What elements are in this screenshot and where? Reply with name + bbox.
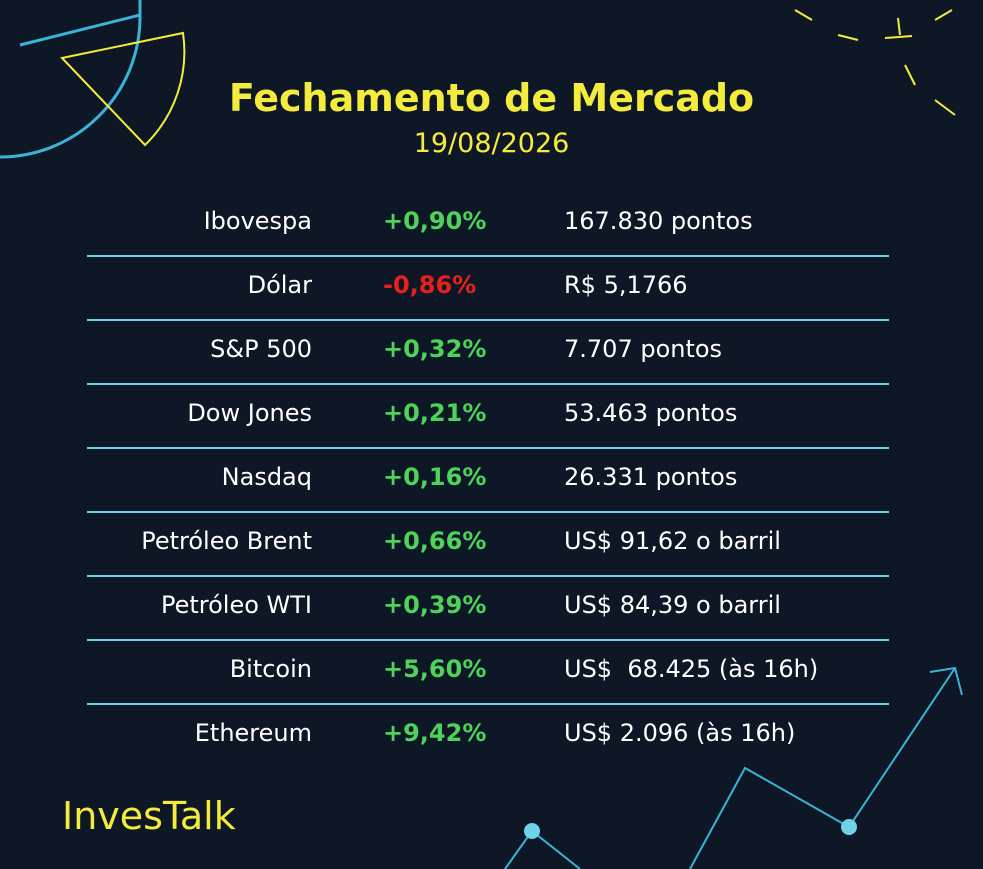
change: +0,90% <box>383 207 487 235</box>
table-row: Bitcoin +5,60% US$ 68.425 (às 16h) <box>87 639 889 705</box>
value: 53.463 pontos <box>564 399 738 427</box>
asset-name: Ibovespa <box>203 207 312 235</box>
change: +0,16% <box>383 463 487 491</box>
value: US$ 68.425 (às 16h) <box>564 655 819 683</box>
change: +5,60% <box>383 655 487 683</box>
table-row: Petróleo WTI +0,39% US$ 84,39 o barril <box>87 575 889 641</box>
asset-name: S&P 500 <box>210 335 312 363</box>
title: Fechamento de Mercado <box>228 76 755 120</box>
table-row: Nasdaq +0,16% 26.331 pontos <box>87 447 889 513</box>
change: +0,39% <box>383 591 487 619</box>
asset-name: Petróleo Brent <box>141 527 312 555</box>
value: R$ 5,1766 <box>564 271 688 299</box>
table-row: Ethereum +9,42% US$ 2.096 (às 16h) <box>87 703 889 767</box>
asset-name: Dólar <box>247 271 312 299</box>
value: US$ 2.096 (às 16h) <box>564 719 796 747</box>
change: +0,32% <box>383 335 487 363</box>
value: US$ 84,39 o barril <box>564 591 781 619</box>
value: 7.707 pontos <box>564 335 723 363</box>
asset-name: Dow Jones <box>187 399 312 427</box>
change: +9,42% <box>383 719 487 747</box>
value: 26.331 pontos <box>564 463 738 491</box>
asset-name: Petróleo WTI <box>160 591 312 619</box>
brand: InvesTalk <box>62 794 236 838</box>
value: 167.830 pontos <box>564 207 753 235</box>
change: +0,66% <box>383 527 487 555</box>
table-row: Dólar -0,86% R$ 5,1766 <box>87 255 889 321</box>
table-row: Petróleo Brent +0,66% US$ 91,62 o barril <box>87 511 889 577</box>
asset-name: Ethereum <box>194 719 312 747</box>
date: 19/08/2026 <box>413 128 570 159</box>
change: -0,86% <box>383 271 477 299</box>
change: +0,21% <box>383 399 487 427</box>
table-row: Dow Jones +0,21% 53.463 pontos <box>87 383 889 449</box>
table-row: S&P 500 +0,32% 7.707 pontos <box>87 319 889 385</box>
asset-name: Nasdaq <box>221 463 312 491</box>
asset-name: Bitcoin <box>229 655 312 683</box>
table-row: Ibovespa +0,90% 167.830 pontos <box>87 191 889 257</box>
value: US$ 91,62 o barril <box>564 527 781 555</box>
